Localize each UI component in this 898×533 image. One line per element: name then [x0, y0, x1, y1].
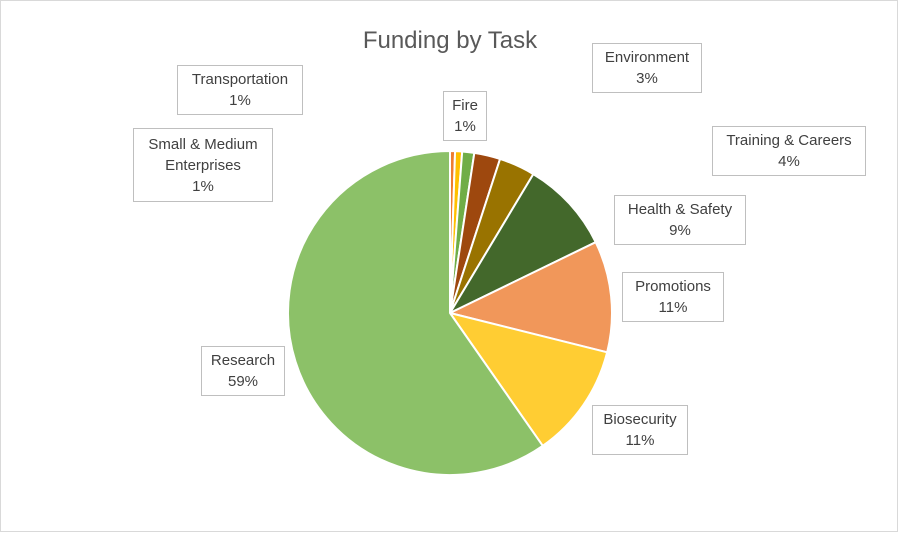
data-label-research-name: Research: [210, 352, 276, 369]
pie-slice-promotions: [449, 241, 613, 354]
data-label-research-percent: 59%: [227, 373, 259, 390]
data-label-sme-percent: 1%: [192, 177, 214, 195]
data-label-environment-name: Environment: [604, 49, 690, 66]
data-label-transportation: Transportation 1%: [177, 65, 303, 115]
chart-title: Funding by Task: [362, 27, 538, 54]
data-label-promotions-percent: 11%: [658, 299, 688, 316]
data-label-biosecurity-percent: 11%: [625, 432, 655, 449]
pie-slice-research: [287, 150, 544, 476]
data-label-fire-percent: 1%: [454, 118, 476, 135]
data-label-sme: Small & Medium Enterprises 1%: [133, 128, 273, 202]
data-label-biosecurity: Biosecurity 11%: [592, 405, 688, 455]
data-label-health-safety-name: Health & Safety: [627, 201, 733, 218]
data-label-sme-name: Small & Medium Enterprises: [148, 135, 258, 174]
data-label-promotions: Promotions 11%: [622, 272, 724, 322]
data-label-health-safety: Health & Safety 9%: [614, 195, 746, 245]
data-label-training-careers-name: Training & Careers: [726, 132, 852, 149]
data-label-promotions-name: Promotions: [635, 278, 711, 295]
data-label-research: Research 59%: [201, 346, 285, 396]
pie-slice-health-safety: [449, 173, 597, 314]
data-label-training-careers-percent: 4%: [778, 153, 800, 170]
data-label-transportation-name: Transportation: [191, 71, 289, 88]
data-label-fire: Fire 1%: [443, 91, 487, 141]
data-label-health-safety-percent: 9%: [669, 222, 691, 239]
data-label-transportation-percent: 1%: [229, 92, 251, 109]
data-label-environment: Environment 3%: [592, 43, 702, 93]
pie-slice-biosecurity: [449, 312, 609, 447]
data-label-biosecurity-name: Biosecurity: [603, 411, 677, 428]
data-label-environment-percent: 3%: [636, 70, 658, 87]
data-label-fire-name: Fire: [452, 97, 478, 114]
data-label-training-careers: Training & Careers 4%: [712, 126, 866, 176]
